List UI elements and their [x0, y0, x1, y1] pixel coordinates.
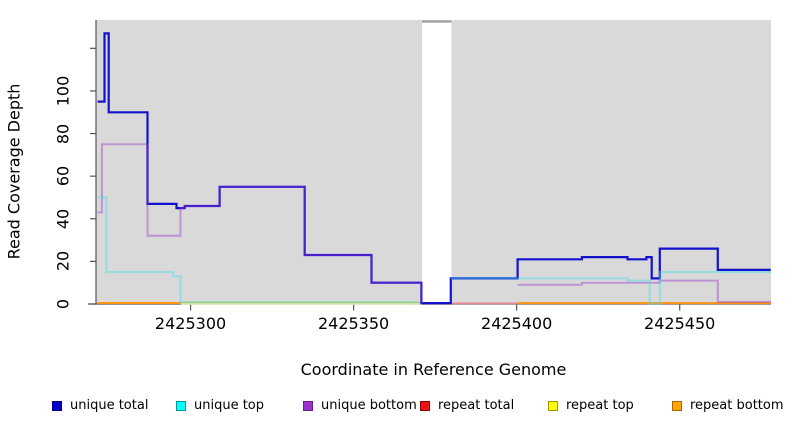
gap-top-border [422, 20, 452, 23]
masked-gap-region [422, 22, 452, 304]
series-line-unique-bottom [517, 279, 771, 303]
series-line-unique-top [450, 271, 771, 305]
x-tick-label: 2425300 [154, 314, 227, 333]
y-tick-label: 0 [53, 298, 73, 310]
series-line-unique-bottom [97, 143, 423, 304]
x-tick-label: 2425350 [317, 314, 390, 333]
y-tick-label: 20 [53, 251, 73, 272]
y-tick-label: 80 [53, 123, 73, 144]
y-tick-label: 40 [53, 208, 73, 229]
x-axis-title: Coordinate in Reference Genome [300, 360, 567, 379]
y-tick-label: 100 [53, 75, 73, 107]
y-tick-label: 60 [53, 165, 73, 187]
series-line-unique-top [97, 196, 182, 304]
x-tick-label: 2425450 [644, 314, 716, 333]
series-line-unique-total [97, 32, 771, 305]
x-tick-label: 2425400 [481, 314, 553, 333]
